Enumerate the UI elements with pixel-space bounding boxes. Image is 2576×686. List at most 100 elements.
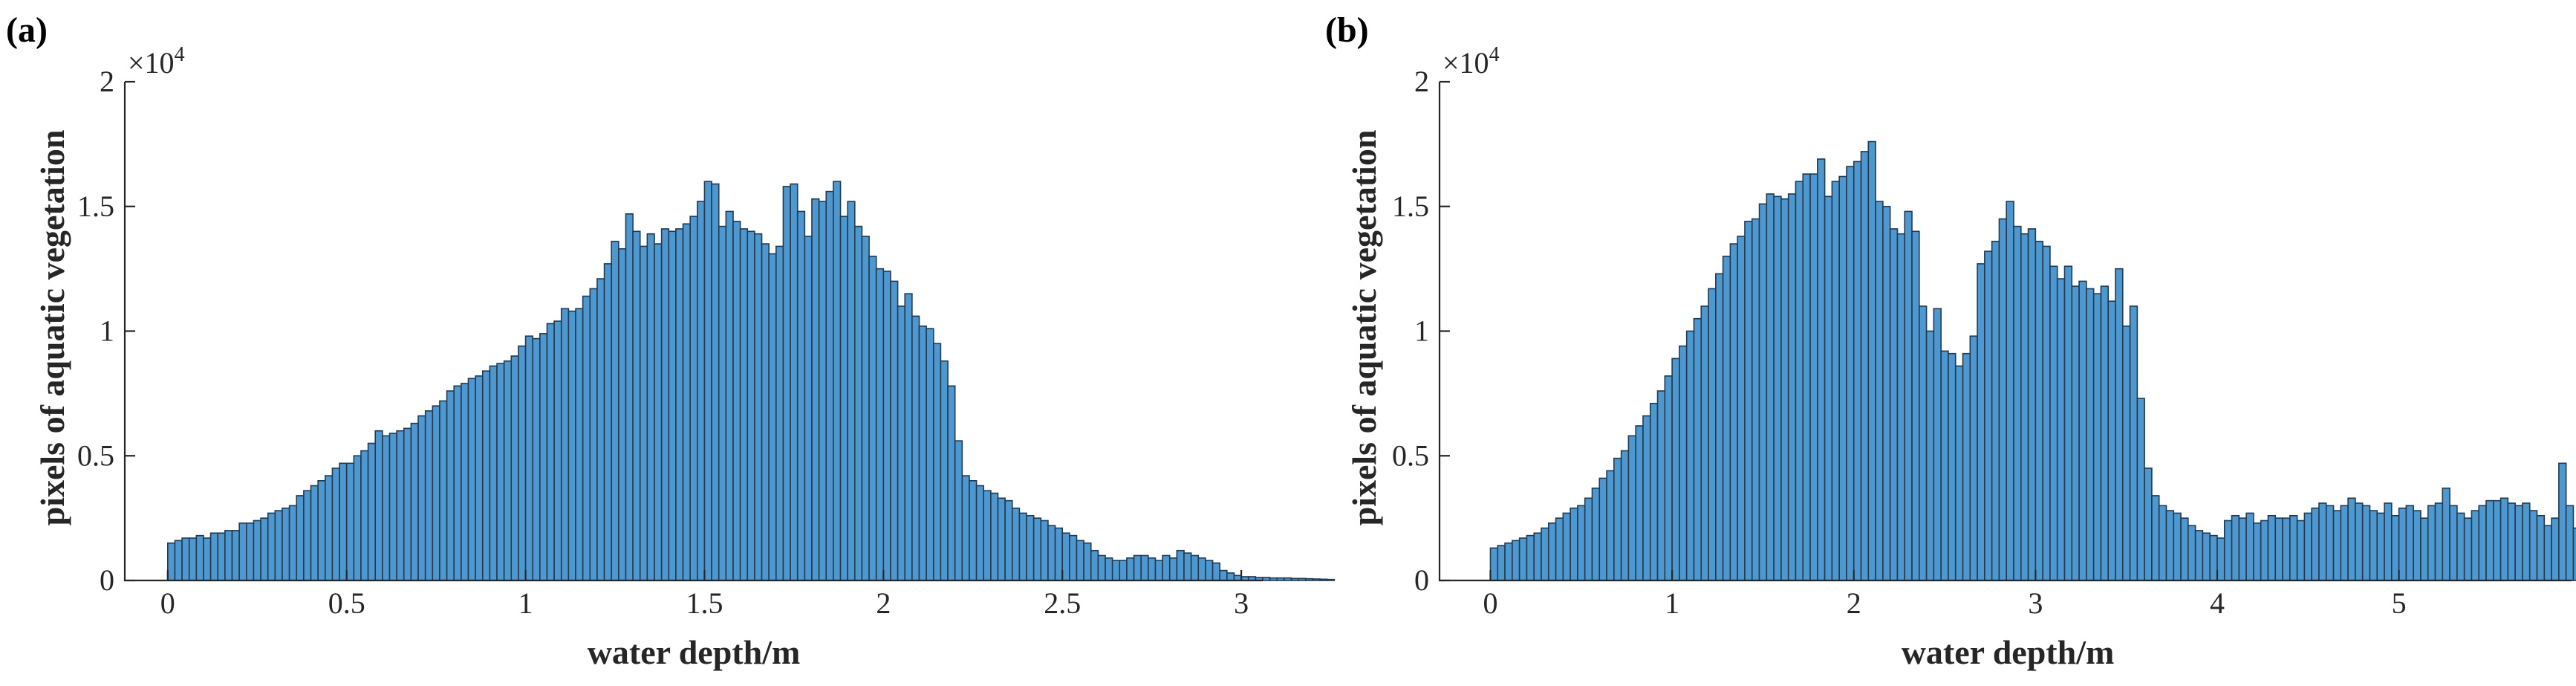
panel-a-bar bbox=[997, 497, 1006, 581]
panel-b-bar bbox=[1562, 512, 1571, 581]
panel-a-ytick-label: 0 bbox=[100, 563, 114, 597]
panel-a-bar bbox=[825, 190, 834, 581]
panel-a-bar bbox=[897, 305, 906, 581]
panel-a-bar bbox=[833, 181, 842, 581]
panel-a-bar bbox=[940, 360, 949, 581]
panel-a-bar bbox=[796, 210, 806, 581]
panel-b-ylabel: pixels of aquatic vegetation bbox=[1345, 130, 1383, 526]
panel-b-xtick-label: 3 bbox=[2028, 586, 2043, 620]
panel-a-bar bbox=[167, 542, 176, 581]
panel-b-bar bbox=[1635, 425, 1644, 581]
panel-a-bar bbox=[532, 337, 541, 581]
panel-b-bar bbox=[1547, 522, 1557, 581]
panel-a-bar bbox=[811, 198, 820, 581]
panel-a-bar bbox=[267, 512, 276, 581]
panel-b-bar bbox=[1642, 415, 1651, 581]
panel-a-xtick-label: 0.5 bbox=[328, 586, 365, 620]
panel-b-bar bbox=[1787, 193, 1797, 581]
panel-b-bar bbox=[1512, 540, 1520, 581]
panel-a-bar bbox=[689, 216, 698, 581]
panel-a-bar bbox=[453, 385, 462, 581]
panel-b-bar bbox=[2332, 510, 2342, 581]
panel-a-bar bbox=[768, 253, 777, 581]
panel-a-bar bbox=[1168, 557, 1178, 581]
panel-a-xtick-label: 0 bbox=[160, 586, 175, 620]
panel-a-bar bbox=[660, 228, 670, 581]
panel-b-exponent-base: ×10 bbox=[1443, 46, 1489, 80]
panel-b-bar bbox=[2391, 514, 2400, 581]
panel-a-bar bbox=[754, 233, 763, 581]
panel-b-bar bbox=[2071, 285, 2080, 581]
panel-a-bar bbox=[853, 225, 863, 581]
panel-b-xtick-label: 5 bbox=[2392, 586, 2407, 620]
panel-b-bar bbox=[2042, 245, 2051, 581]
panel-b-bar bbox=[2267, 514, 2277, 581]
panel-b-bar bbox=[1817, 158, 1826, 581]
panel-b-bar bbox=[1984, 250, 1993, 581]
panel-b: (b) ×104 pixels of aquatic vegetation wa… bbox=[1325, 10, 2576, 671]
panel-b-bar bbox=[2303, 512, 2312, 581]
panel-b-bar bbox=[2522, 502, 2531, 581]
panel-b-bar bbox=[1889, 228, 1899, 581]
panel-b-bar bbox=[1708, 288, 1717, 581]
panel-a-bar bbox=[1047, 525, 1056, 581]
panel-b-ytick-label: 1.5 bbox=[1392, 190, 1429, 223]
panel-a-ytick-label: 1.5 bbox=[77, 190, 114, 223]
panel-a-bar bbox=[718, 225, 727, 581]
panel-b-bar bbox=[1940, 350, 1949, 581]
panel-a-bar bbox=[711, 183, 720, 581]
panel-b-bar bbox=[1649, 402, 1659, 581]
panel-a-bar bbox=[1011, 507, 1021, 581]
panel-b-bar bbox=[2136, 398, 2145, 581]
panel-a-bar bbox=[668, 230, 677, 581]
panel-b-bar bbox=[2223, 520, 2233, 581]
panel-a-bar bbox=[174, 540, 183, 581]
panel-b-bar bbox=[1780, 198, 1789, 581]
panel-a-bar bbox=[975, 485, 985, 581]
panel-a-bar bbox=[461, 383, 469, 581]
panel-a-bar bbox=[646, 233, 655, 581]
panel-a-bar bbox=[697, 201, 706, 581]
panel-a-bar bbox=[396, 430, 405, 581]
panel-b-bar bbox=[2449, 505, 2458, 581]
panel-a-bar bbox=[1119, 560, 1128, 581]
panel-b-bar bbox=[1925, 330, 1935, 581]
panel-b-bar bbox=[2369, 510, 2378, 581]
panel-b-bar bbox=[1497, 545, 1506, 581]
panel-b-bar bbox=[1555, 517, 1564, 581]
panel-b-bar bbox=[1882, 205, 1891, 581]
panel-b-bar bbox=[2216, 537, 2225, 581]
panel-b-bar bbox=[2536, 514, 2546, 581]
panel-a-bar bbox=[195, 534, 204, 581]
panel-a-bar bbox=[1197, 557, 1206, 581]
panel-a-bar bbox=[317, 479, 326, 581]
panel-a-bar bbox=[546, 323, 555, 581]
panel-b-bar bbox=[2434, 502, 2444, 581]
panel-a-bar bbox=[324, 475, 334, 581]
panel-a-bar bbox=[747, 230, 755, 581]
panel-a-exponent-base: ×10 bbox=[128, 46, 175, 80]
panel-b-bar bbox=[1613, 457, 1622, 581]
panel-b-bar bbox=[2129, 305, 2138, 581]
panel-b-bar bbox=[2318, 502, 2327, 581]
panel-b-bar bbox=[2100, 285, 2110, 581]
panel-a-bar bbox=[1054, 527, 1064, 581]
panel-a-bar bbox=[818, 201, 827, 581]
panel-b-ytick-label: 2 bbox=[1414, 65, 1429, 98]
panel-b-bar bbox=[1896, 233, 1906, 581]
panel-a-bar bbox=[625, 213, 634, 581]
panel-a-bar bbox=[567, 310, 576, 581]
panel-b-bar bbox=[1606, 470, 1615, 581]
panel-a-bar bbox=[1298, 577, 1307, 581]
panel-a-bar bbox=[1090, 549, 1099, 581]
panel-b-exponent-power: 4 bbox=[1489, 43, 1500, 66]
panel-b-bar bbox=[2420, 517, 2429, 581]
panel-a-bar bbox=[611, 240, 619, 581]
panel-a-bar bbox=[969, 479, 978, 581]
panel-b-bar bbox=[2231, 514, 2240, 581]
panel-b-bar bbox=[2245, 512, 2254, 581]
panel-b-bar bbox=[1584, 497, 1593, 581]
panel-b-bar bbox=[1977, 263, 1985, 581]
panel-a-bar bbox=[739, 228, 749, 581]
panel-b-bar bbox=[1744, 221, 1753, 581]
